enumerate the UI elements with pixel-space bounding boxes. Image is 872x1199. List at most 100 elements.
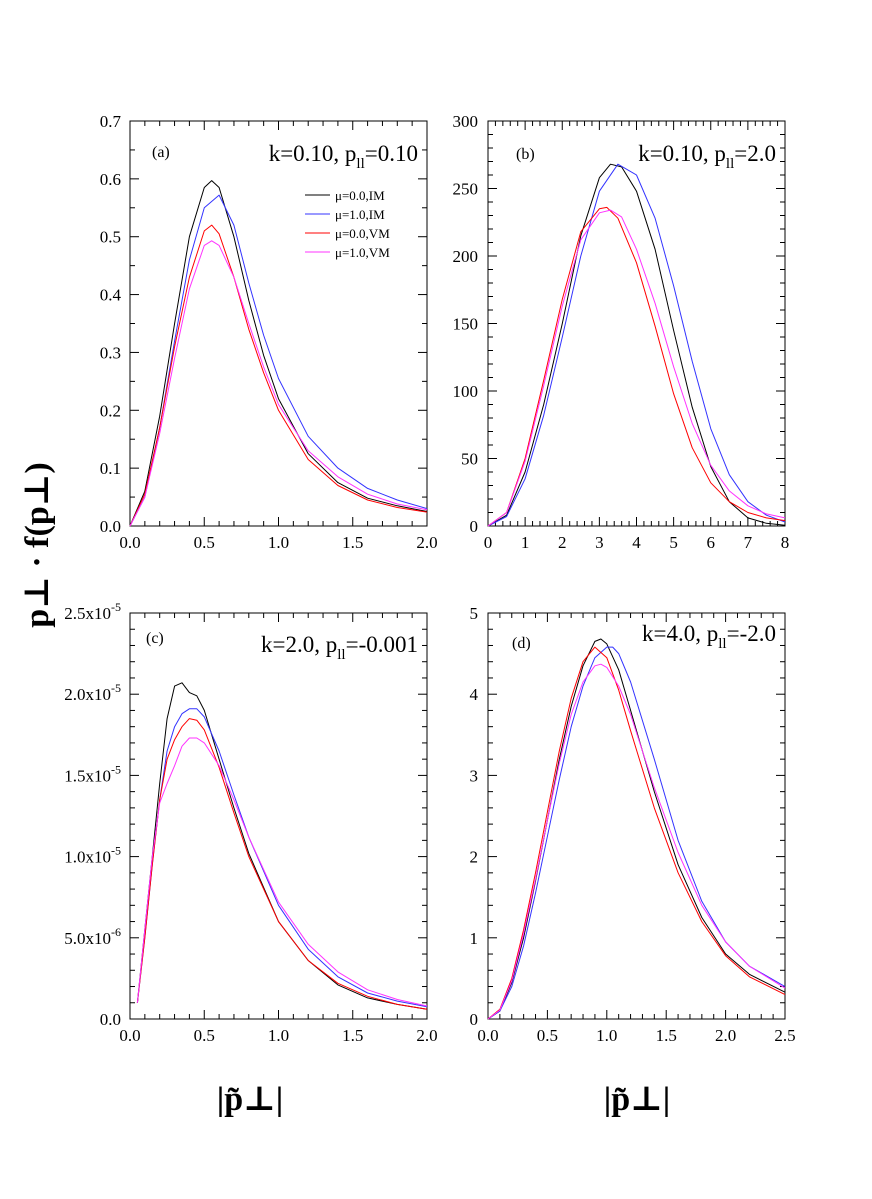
x-axis-label-left: |p̃⊥|	[217, 1081, 284, 1118]
panel-c-title: k=2.0, pll=-0.001	[261, 632, 418, 663]
panel-b-x-tick-label: 5	[669, 533, 678, 552]
panel-d-title-tail: =-2.0	[727, 621, 776, 646]
panel-b-y-tick-label: 100	[453, 382, 479, 401]
panel-d-y-tick-label: 0	[470, 1010, 479, 1029]
panel-c-y-tick-label-base: 1.5x10	[64, 766, 111, 785]
panel-c-x-tick-label: 2.0	[416, 1026, 437, 1045]
panel-c-y-tick-label-exponent: -6	[111, 925, 121, 939]
panel-b-x-tick-label: 4	[632, 533, 641, 552]
panel-b-x-tick-label: 6	[707, 533, 716, 552]
panel-b-y-tick-label: 50	[461, 450, 478, 469]
panel-d-x-tick-label: 1.0	[596, 1026, 617, 1045]
panel-c-y-tick-label-exponent: -5	[111, 681, 121, 695]
panel-a-x-tick-label: 2.0	[416, 533, 437, 552]
panel-a-x-tick-label: 0.5	[194, 533, 215, 552]
panel-b-x-tick-label: 3	[595, 533, 604, 552]
panel-c-y-tick-label: 1.0x10-5	[64, 844, 121, 867]
panel-b-y-tick-label: 0	[470, 517, 479, 536]
panel-b-x-tick-label: 8	[781, 533, 790, 552]
panel-d-series-3	[487, 663, 786, 1020]
panel-d-x-tick-label: 2.5	[774, 1026, 795, 1045]
panel-b-series-2	[487, 206, 786, 527]
panel-d-y-tick-label: 3	[470, 766, 479, 785]
panel-a-y-tick-label: 0.7	[100, 112, 122, 131]
panel-b-x-tick-label: 2	[558, 533, 567, 552]
panel-c-series-2	[136, 718, 428, 1010]
legend-label-0: μ=0.0,IM	[335, 188, 385, 203]
panel-d-x-tick-label: 2.0	[715, 1026, 736, 1045]
legend-label-2: μ=0.0,VM	[335, 226, 390, 241]
panel-c-title-tail: =-0.001	[346, 632, 418, 657]
panel-a-y-tick-label: 0.4	[100, 286, 122, 305]
panel-c-y-tick-label-base: 1.0x10	[64, 848, 111, 867]
panel-a-y-tick-label: 0.0	[100, 517, 121, 536]
panel-b-y-tick-label: 250	[453, 180, 479, 199]
panel-c: 0.0 0.5 1.0 1.5 2.00.05.0x10-61.0x10-51.5x10…	[64, 600, 437, 1045]
panel-c-y-tick-label-exponent: -5	[111, 600, 121, 614]
panel-d-title-main: k=4.0, p	[642, 621, 718, 646]
shared-y-axis-label: p⊥ · f(p⊥)	[19, 462, 56, 627]
panel-c-title-subscript: ll	[337, 647, 345, 663]
panel-c-series-1	[136, 708, 428, 1008]
panel-c-x-tick-label: 1.0	[268, 1026, 289, 1045]
panel-b-y-tick-label: 300	[453, 112, 479, 131]
panel-d-title: k=4.0, pll=-2.0	[642, 621, 776, 652]
panel-c-x-tick-label: 0.5	[194, 1026, 215, 1045]
panel-b-y-tick-label: 200	[453, 247, 479, 266]
panel-d-y-tick-label: 2	[470, 848, 479, 867]
panel-b-series-1	[487, 163, 786, 527]
legend-label-3: μ=1.0,VM	[335, 245, 390, 260]
legend-label-1: μ=1.0,IM	[335, 207, 385, 222]
panel-a-y-tick-label: 0.6	[100, 170, 121, 189]
panel-b-x-tick-label: 7	[744, 533, 753, 552]
panel-c-y-tick-label-exponent: -5	[111, 844, 121, 858]
panel-a-title: k=0.10, pll=0.10	[269, 141, 418, 172]
panel-c-frame	[129, 612, 428, 1020]
panel-c-y-tick-label: 2.0x10-5	[64, 681, 121, 704]
panel-c-y-tick-label: 2.5x10-5	[64, 600, 121, 623]
panel-a-x-tick-label: 0.0	[119, 533, 140, 552]
panel-b-x-tick-label: 0	[484, 533, 493, 552]
panel-a-y-tick-label: 0.2	[100, 401, 121, 420]
panel-d-series-0	[487, 638, 786, 1020]
panel-b-title: k=0.10, pll=2.0	[638, 141, 776, 172]
panel-b-x-tick-label: 1	[521, 533, 530, 552]
panel-c-x-tick-label: 0.0	[119, 1026, 140, 1045]
panel-a-label: (a)	[152, 144, 170, 161]
panel-a-series-1	[129, 194, 428, 527]
panel-b-label: (b)	[516, 146, 535, 163]
panel-c-title-main: k=2.0, p	[261, 632, 337, 657]
panel-d: 0.0 0.5 1.0 1.5 2.0 2.5 0 1 2 3 4 5 (d) k=4.0, pll=-2…	[470, 604, 796, 1045]
panel-c-label: (c)	[146, 630, 164, 647]
panel-d-title-subscript: ll	[718, 636, 726, 652]
panel-c-y-tick-label-base: 5.0x10	[64, 929, 111, 948]
panel-a-x-tick-label: 1.5	[342, 533, 363, 552]
panel-b-frame	[487, 120, 786, 527]
panel-c-y-tick-label-base: 2.5x10	[64, 604, 111, 623]
panel-d-x-tick-label: 0.0	[477, 1026, 498, 1045]
panel-d-series-1	[487, 646, 786, 1020]
panel-a-title-tail: =0.10	[365, 141, 418, 166]
panel-c-series-3	[136, 737, 428, 1007]
panel-b-title-subscript: ll	[726, 156, 734, 172]
panel-a-x-tick-label: 1.0	[268, 533, 289, 552]
panel-a-title-main: k=0.10, p	[269, 141, 357, 166]
panel-b-series-0	[487, 163, 786, 527]
panel-c-y-tick-label-base: 2.0x10	[64, 685, 111, 704]
panel-d-y-tick-label: 1	[470, 929, 479, 948]
panel-a: 0.0 0.5 1.0 1.5 2.0 0.0 0.1 0.2 0.3 0.4 0.5 0.6 0.7 (…	[100, 112, 438, 552]
panel-b: 0 1 2 3 4 5 6 7 8 0 50 100 150 200 250 300 (b) k=0.10, pl…	[453, 112, 790, 552]
panel-a-title-subscript: ll	[356, 156, 364, 172]
panel-a-y-tick-label: 0.1	[100, 459, 121, 478]
panel-c-y-tick-label: 5.0x10-6	[64, 925, 121, 948]
panel-a-series-2	[129, 224, 428, 527]
panel-d-y-tick-label: 4	[470, 685, 479, 704]
panel-c-y-tick-label: 1.5x10-5	[64, 762, 121, 785]
panel-b-title-main: k=0.10, p	[638, 141, 726, 166]
panel-a-y-tick-label: 0.5	[100, 228, 121, 247]
panel-a-series-0	[129, 180, 428, 527]
x-axis-label-right: |p̃⊥|	[604, 1081, 671, 1118]
panel-d-label: (d)	[512, 635, 531, 652]
panel-b-title-tail: =2.0	[734, 141, 776, 166]
